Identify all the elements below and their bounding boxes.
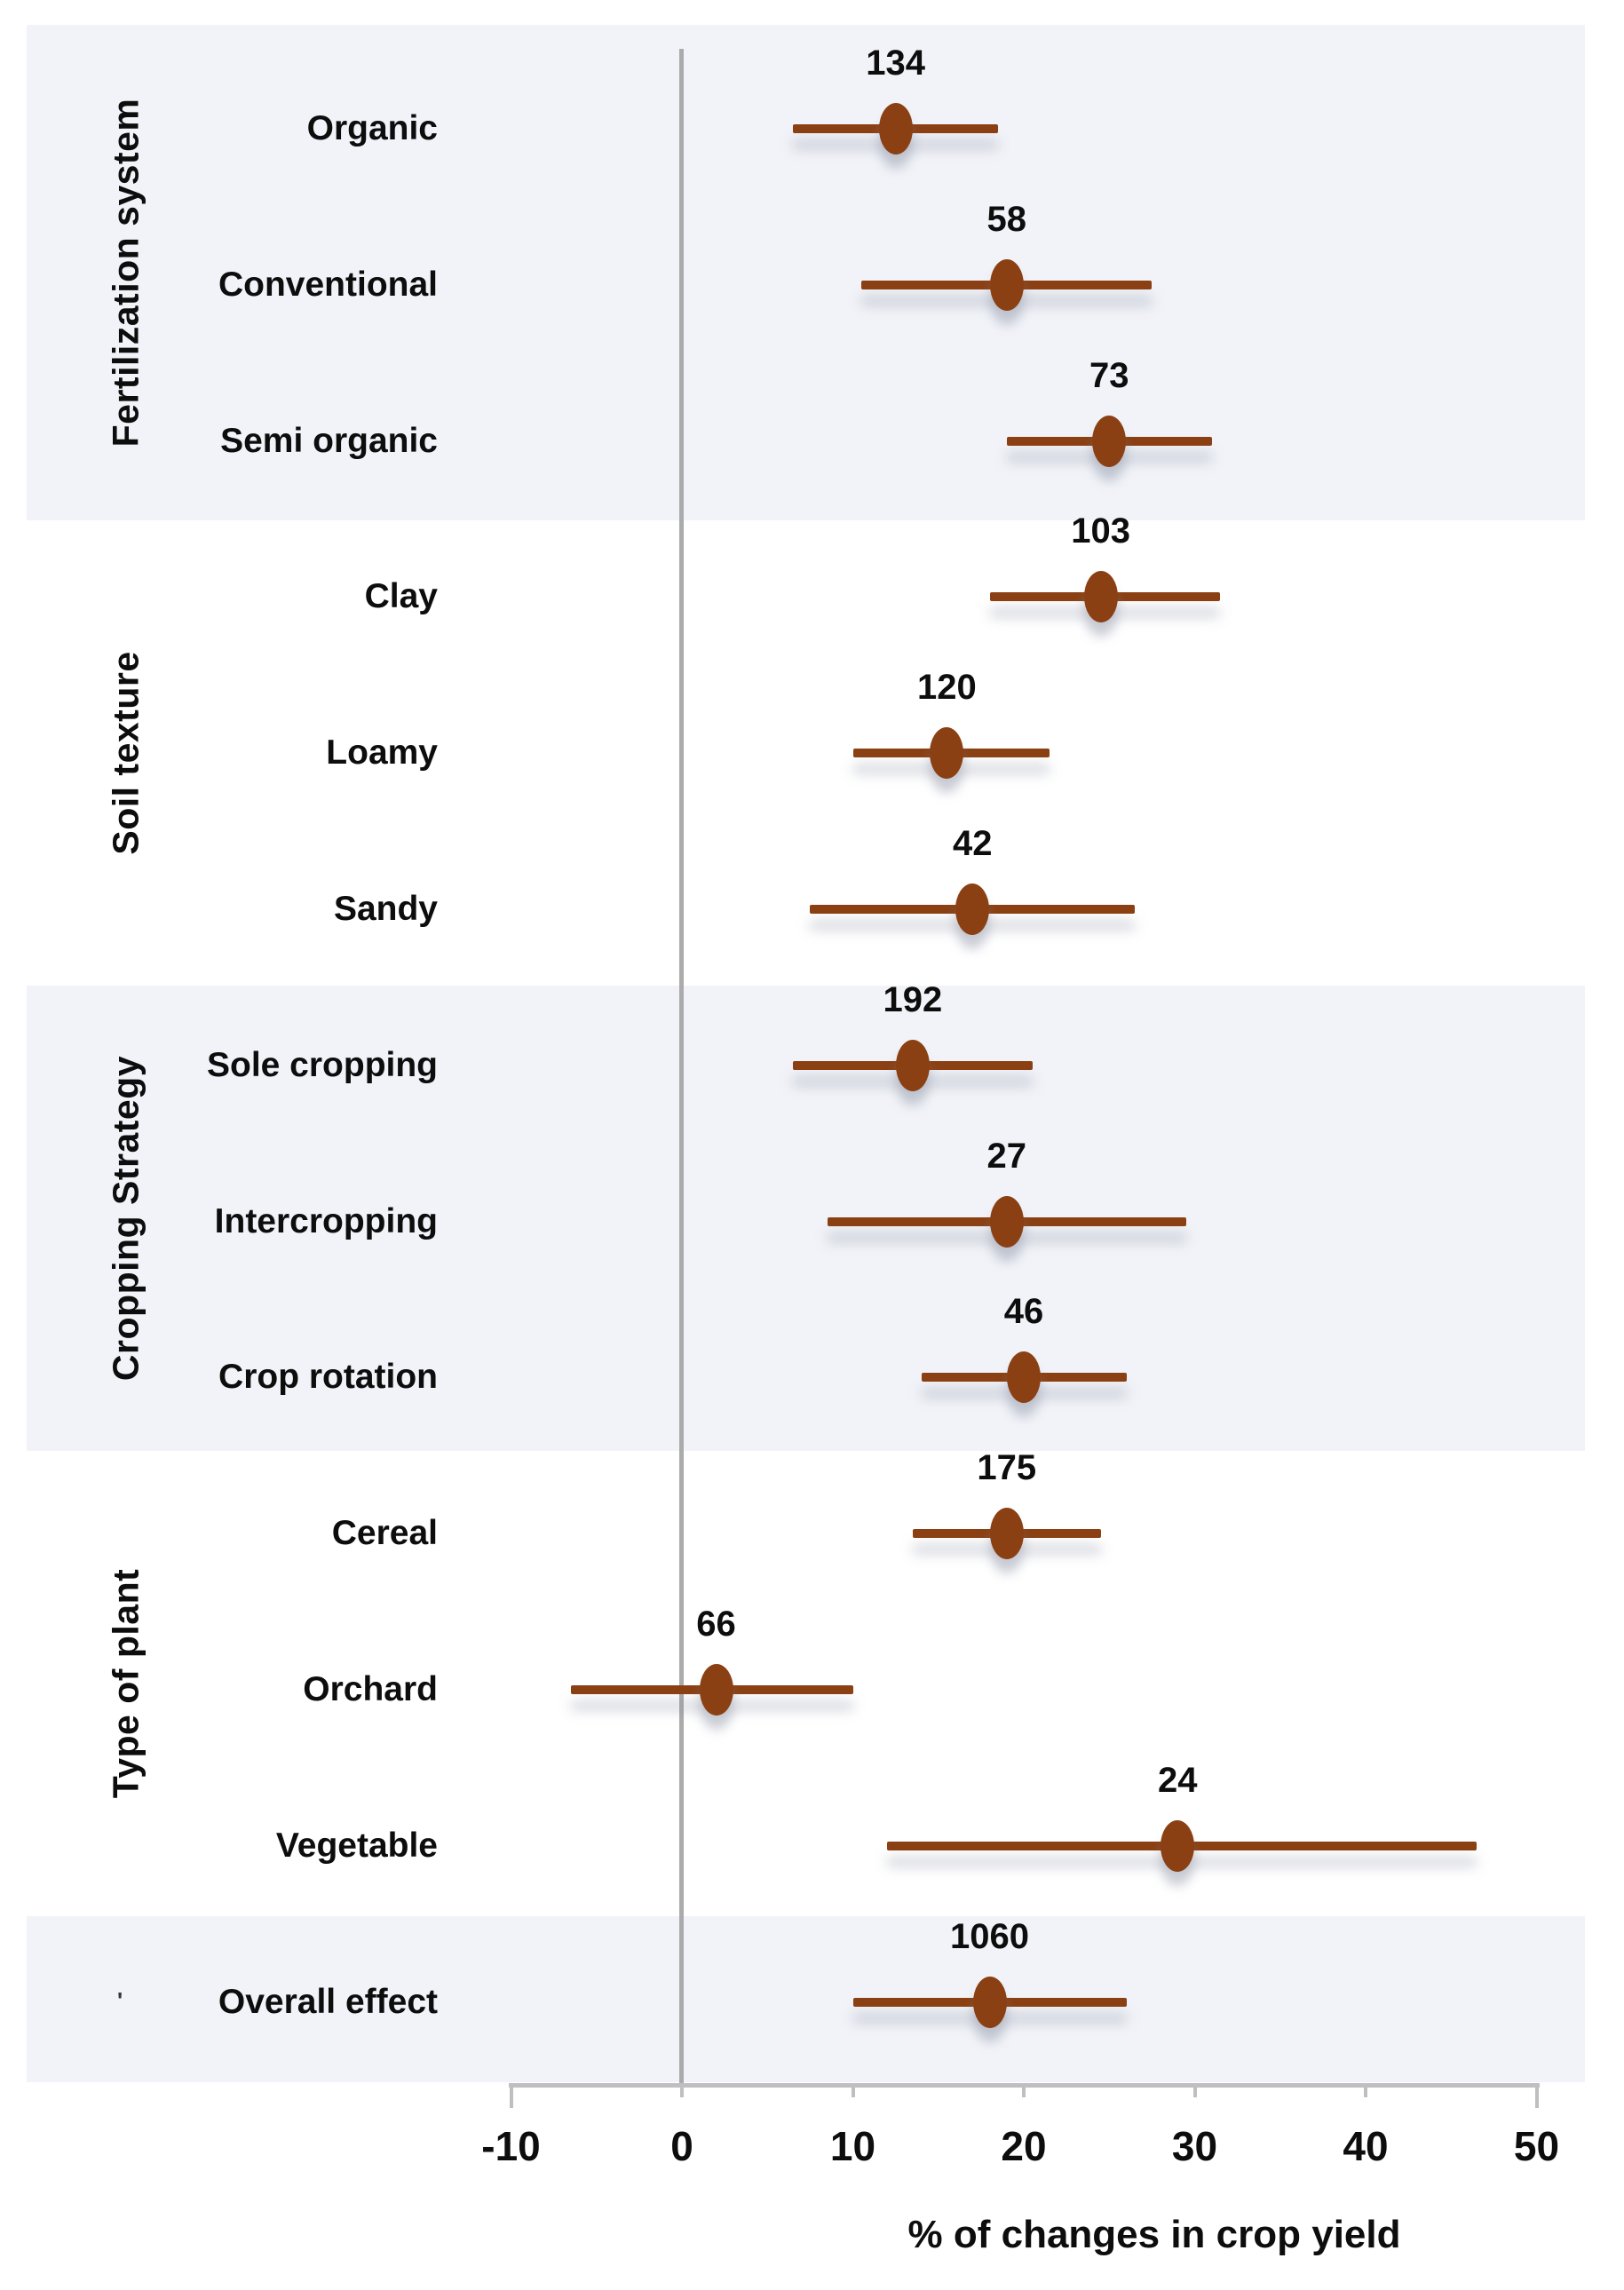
x-tick-label--10: -10 xyxy=(481,2123,541,2169)
marker-loamy xyxy=(930,727,964,780)
item-label-sole-cropping: Sole cropping xyxy=(206,1045,438,1084)
marker-orchard xyxy=(699,1664,733,1716)
x-tick-label-40: 40 xyxy=(1343,2123,1389,2169)
x-tick-30 xyxy=(1192,2083,1197,2097)
x-tick-50 xyxy=(1534,2083,1539,2108)
item-label-semi-organic: Semi organic xyxy=(220,421,438,460)
count-sandy: 42 xyxy=(953,824,993,863)
marker-sandy xyxy=(955,884,990,935)
item-label-orchard: Orchard xyxy=(303,1670,438,1708)
item-label-conventional: Conventional xyxy=(218,265,438,304)
marker-intercropping xyxy=(989,1195,1024,1248)
band-item xyxy=(27,1916,1585,2082)
count-clay: 103 xyxy=(1071,511,1130,551)
marker-semi-organic xyxy=(1092,415,1127,467)
x-tick-label-10: 10 xyxy=(829,2123,876,2169)
count-vegetable: 24 xyxy=(1158,1760,1198,1800)
band-fertilization-system xyxy=(27,25,1585,520)
item-label-intercropping: Intercropping xyxy=(214,1201,438,1240)
x-tick-40 xyxy=(1364,2083,1367,2097)
count-conventional: 58 xyxy=(986,199,1027,239)
count-intercropping: 27 xyxy=(986,1136,1027,1176)
x-tick-label-50: 50 xyxy=(1513,2123,1560,2169)
zero-line xyxy=(679,49,684,2085)
x-tick-label-0: 0 xyxy=(670,2123,693,2169)
item-label-overall-effect: Overall effect xyxy=(218,1982,438,2021)
x-tick-10 xyxy=(851,2083,855,2097)
count-cereal: 175 xyxy=(977,1448,1037,1488)
marker-overall-effect xyxy=(972,1976,1007,2028)
x-axis-title: % of changes in crop yield xyxy=(907,2213,1401,2256)
count-orchard: 66 xyxy=(696,1605,736,1644)
x-tick-label-20: 20 xyxy=(1001,2123,1047,2169)
marker-organic xyxy=(878,103,913,155)
x-tick--10 xyxy=(509,2083,513,2108)
marker-crop-rotation xyxy=(1007,1351,1041,1404)
marker-cereal xyxy=(989,1508,1024,1560)
count-overall-effect: 1060 xyxy=(950,1916,1029,1956)
marker-vegetable xyxy=(1161,1819,1195,1872)
stray-mark: ' xyxy=(117,1987,123,2014)
count-loamy: 120 xyxy=(917,668,977,708)
x-tick-0 xyxy=(680,2083,684,2097)
count-sole-cropping: 192 xyxy=(883,979,943,1019)
marker-clay xyxy=(1083,571,1118,623)
item-label-cereal: Cereal xyxy=(331,1514,438,1553)
count-semi-organic: 73 xyxy=(1089,355,1129,395)
x-tick-20 xyxy=(1022,2083,1026,2097)
item-label-loamy: Loamy xyxy=(326,733,438,773)
x-tick-label-30: 30 xyxy=(1171,2123,1218,2169)
item-label-organic: Organic xyxy=(306,109,438,147)
count-crop-rotation: 46 xyxy=(1003,1292,1044,1332)
item-label-crop-rotation: Crop rotation xyxy=(218,1358,438,1397)
item-label-clay: Clay xyxy=(364,577,438,616)
marker-sole-cropping xyxy=(895,1039,930,1091)
count-organic: 134 xyxy=(866,44,925,83)
marker-conventional xyxy=(989,258,1024,311)
item-label-vegetable: Vegetable xyxy=(275,1826,438,1865)
item-label-sandy: Sandy xyxy=(333,890,438,928)
